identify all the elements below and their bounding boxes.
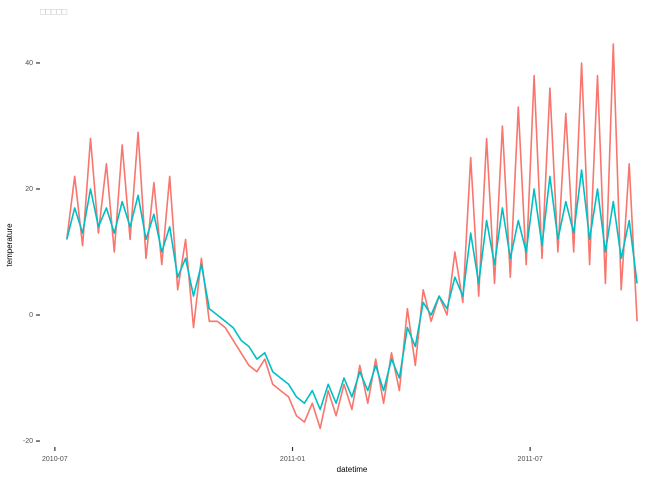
series-line xyxy=(66,43,638,430)
x-tick-label: 2010-07 xyxy=(42,456,68,463)
series-line xyxy=(66,169,638,411)
y-tick-label: 20 xyxy=(25,186,33,193)
y-tick-label: -20 xyxy=(23,438,33,445)
x-tick-label: 2011-07 xyxy=(518,456,543,463)
x-tick-label: 2011-01 xyxy=(280,456,305,463)
x-axis-title: datetime xyxy=(337,465,368,474)
chart-title: □□□□□ xyxy=(40,6,68,16)
y-tick-label: 0 xyxy=(29,312,33,319)
y-axis-title: temperature xyxy=(5,223,14,267)
y-tick-label: 40 xyxy=(25,60,33,67)
